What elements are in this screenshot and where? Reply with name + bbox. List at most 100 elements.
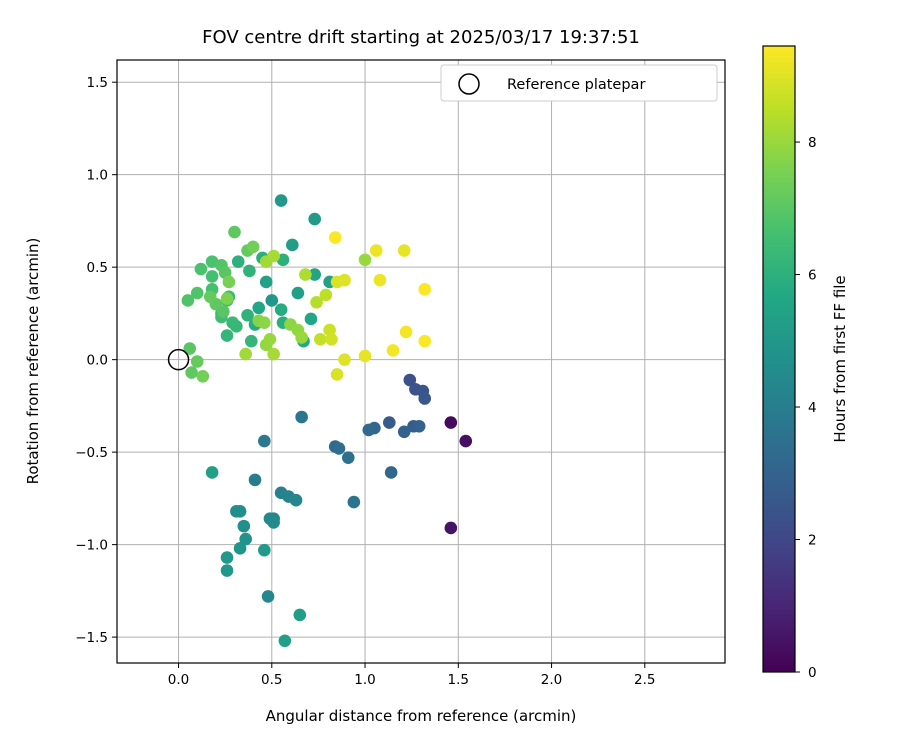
data-point: [418, 283, 432, 296]
data-point: [293, 608, 307, 622]
colorbar-tick-label: 2: [808, 533, 817, 549]
x-axis-label: Angular distance from reference (arcmin): [266, 707, 577, 725]
data-point: [239, 532, 252, 546]
data-point: [369, 244, 383, 257]
data-point: [278, 634, 292, 648]
data-point: [239, 347, 252, 361]
data-point: [373, 273, 387, 287]
data-point: [291, 286, 305, 300]
data-point: [295, 410, 308, 424]
data-point: [295, 331, 308, 344]
data-point: [332, 442, 346, 455]
data-point: [304, 312, 318, 326]
data-point: [319, 288, 333, 302]
data-point: [325, 333, 338, 346]
data-point: [338, 273, 351, 287]
data-point: [231, 255, 245, 268]
data-point: [308, 268, 321, 281]
colorbar-ticks: 0 2 4 6 8: [795, 135, 817, 681]
data-point: [217, 305, 230, 318]
data-point: [289, 493, 303, 507]
data-point: [313, 333, 327, 346]
data-point: [205, 466, 219, 479]
x-tick-label: 0.0: [168, 672, 189, 688]
y-axis-label: Rotation from reference (arcmin): [24, 238, 42, 485]
data-point: [228, 225, 241, 239]
legend-entry: Reference platepar: [507, 77, 645, 93]
data-point: [418, 392, 432, 405]
data-point: [194, 262, 208, 276]
data-point: [261, 590, 275, 603]
data-point: [205, 270, 219, 283]
data-point: [459, 434, 473, 448]
data-point: [358, 349, 372, 363]
x-tick-label: 1.5: [448, 672, 469, 688]
data-point: [397, 425, 411, 439]
data-point: [190, 355, 204, 368]
colorbar-label: Hours from first FF file: [831, 275, 849, 442]
data-point: [226, 316, 239, 329]
data-point: [196, 369, 210, 383]
data-point: [328, 231, 342, 244]
data-point: [190, 286, 204, 300]
data-point: [347, 495, 361, 509]
data-point: [220, 564, 234, 577]
reference-point-marker: [167, 348, 190, 371]
y-axis-ticks: −1.5 −1.0 −0.5 0.0 0.5 1.0 1.5: [75, 75, 117, 646]
data-point: [444, 521, 458, 535]
legend-marker-icon: [458, 73, 480, 95]
data-point: [185, 366, 198, 379]
data-point: [308, 212, 321, 226]
data-point: [267, 249, 280, 263]
data-point: [399, 325, 413, 339]
colorbar-tick-label: 4: [808, 400, 817, 416]
data-point: [286, 238, 299, 252]
data-point: [220, 329, 234, 342]
colorbar: 0 2 4 6 8 Hours from first FF file: [762, 45, 849, 681]
data-point: [299, 268, 312, 281]
chart-title: FOV centre drift starting at 2025/03/17 …: [202, 27, 640, 48]
data-point: [220, 292, 234, 305]
colorbar-tick-label: 6: [808, 268, 817, 284]
data-point: [265, 294, 279, 307]
data-point: [258, 316, 271, 329]
data-point: [258, 543, 271, 557]
colorbar-gradient: [762, 45, 796, 673]
data-point: [338, 353, 351, 366]
data-point: [310, 296, 323, 309]
y-tick-label: −0.5: [75, 445, 108, 461]
data-point: [237, 519, 251, 533]
data-point: [181, 294, 195, 307]
x-tick-label: 2.0: [541, 672, 562, 688]
y-tick-label: 1.5: [87, 75, 108, 91]
y-tick-label: 0.0: [87, 353, 108, 369]
data-point: [263, 333, 277, 346]
data-point: [386, 344, 400, 357]
plot-area: [117, 60, 725, 663]
legend: Reference platepar: [440, 64, 718, 102]
data-point: [246, 240, 260, 254]
data-point: [258, 434, 271, 448]
data-point: [222, 275, 236, 289]
data-point: [341, 451, 355, 464]
y-tick-label: −1.0: [75, 538, 108, 554]
data-point: [274, 194, 288, 207]
data-point: [233, 542, 247, 555]
data-point: [382, 416, 396, 429]
x-axis-ticks: 0.0 0.5 1.0 1.5 2.0 2.5: [168, 663, 656, 688]
data-point: [418, 334, 432, 348]
data-point: [183, 342, 197, 355]
data-point: [252, 301, 266, 315]
y-tick-label: 1.0: [87, 168, 108, 184]
data-point: [403, 373, 417, 387]
x-tick-label: 1.0: [354, 672, 375, 688]
data-point: [274, 303, 288, 317]
data-point: [233, 505, 247, 518]
scatter-points: [181, 194, 473, 648]
data-point: [241, 308, 254, 322]
plot-frame: [116, 59, 726, 664]
colorbar-tick-label: 0: [808, 665, 817, 681]
legend-box: [440, 64, 718, 102]
data-point: [259, 275, 273, 289]
